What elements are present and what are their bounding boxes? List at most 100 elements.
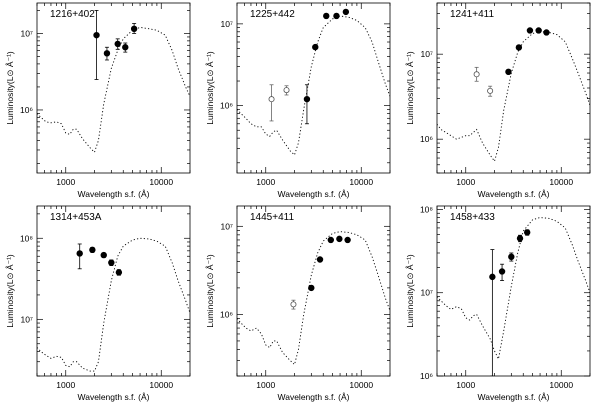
x-tick-label: 1000 [456, 380, 475, 390]
plot-frame [436, 2, 591, 174]
y-tick-label: 10⁶ [220, 309, 233, 319]
data-point-filled [303, 95, 311, 103]
data-point-open [290, 301, 297, 308]
chart-panel-1: 1000 10000 10⁶ 10⁷ Wavelength s.f. (Å) Lumino… [5, 2, 191, 199]
y-tick-label: 10⁸ [20, 233, 33, 243]
x-tick-label: 1000 [256, 177, 275, 187]
y-axis-label: Luminosity(L⊙ Å⁻¹) [205, 254, 215, 328]
model-sed-curve [37, 237, 190, 372]
chart-panel-6: 1000 10000 10⁶ 10⁷ 10⁸ Wavelength s.f. (Å) Lum… [405, 204, 591, 402]
data-point-filled [130, 25, 138, 33]
chart-panel-4: 1000 10000 10⁷ 10⁸ Wavelength s.f. (Å) Lumino… [5, 205, 191, 402]
data-point-filled [515, 44, 523, 51]
data-point-open [487, 87, 494, 94]
panel-title: 1458+433 [450, 212, 495, 223]
y-tick-label: 10⁷ [20, 314, 33, 324]
y-tick-label: 10⁶ [20, 105, 33, 115]
y-tick-label: 10⁸ [420, 204, 433, 214]
x-tick-label: 1000 [256, 380, 275, 390]
plot-area [437, 217, 590, 376]
x-tick-label: 10000 [549, 177, 573, 187]
panel-title: 1216+402 [50, 9, 95, 20]
panel-title: 1445+411 [250, 212, 294, 223]
plot-frame [236, 205, 391, 377]
model-sed-curve [37, 26, 190, 154]
x-tick-label: 10000 [349, 380, 373, 390]
plot-area [237, 231, 390, 366]
chart-panel-5: 1000 10000 10⁶ 10⁷ Wavelength s.f. (Å) Lumino… [205, 205, 391, 402]
data-point-filled [76, 250, 83, 257]
x-tick-label: 10000 [149, 177, 173, 187]
data-point-filled [524, 229, 531, 236]
model-sed-curve [237, 15, 390, 156]
data-point-filled [344, 236, 351, 244]
data-point-filled [122, 44, 129, 51]
data-point-filled [526, 27, 534, 34]
data-point-filled [323, 12, 330, 20]
data-point-filled [333, 12, 340, 20]
x-axis-label: Wavelength s.f. (Å) [478, 392, 550, 402]
y-tick-label: 10⁷ [420, 288, 433, 298]
data-point-filled [103, 50, 111, 57]
y-tick-label: 10⁷ [220, 221, 233, 231]
x-tick-label: 1000 [56, 380, 75, 390]
y-tick-label: 10⁷ [420, 49, 433, 59]
data-point-filled [93, 31, 100, 39]
model-sed-curve [437, 217, 590, 361]
plot-frame [236, 2, 391, 174]
y-axis-label: Luminosity(L⊙ Å⁻¹) [5, 51, 15, 125]
data-point-filled [342, 8, 350, 16]
plot-area [37, 10, 190, 154]
x-axis-label: Wavelength s.f. (Å) [278, 189, 350, 199]
data-point-filled [308, 284, 315, 292]
data-point-filled [108, 259, 115, 266]
data-point-filled [336, 235, 343, 243]
x-tick-label: 10000 [149, 380, 173, 390]
panel-title: 1225+442 [250, 9, 295, 20]
plot-area [437, 27, 590, 163]
data-point-filled [312, 43, 319, 51]
plot-frame [436, 205, 591, 377]
chart-panel-2: 1000 10000 10⁶ 10⁷ Wavelength s.f. (Å) Lumino… [205, 2, 391, 199]
y-axis-label: Luminosity(L⊙ Å⁻¹) [5, 254, 15, 328]
data-point-filled [498, 268, 506, 275]
y-tick-label: 10⁶ [220, 101, 233, 111]
x-tick-label: 10000 [349, 177, 373, 187]
chart-panel-3: 1000 10000 10⁶ 10⁷ Wavelength s.f. (Å) Lumino… [405, 2, 591, 199]
data-point-open [283, 87, 290, 94]
panel-title: 1241+411 [450, 9, 494, 20]
data-point-filled [316, 256, 324, 263]
data-point-filled [516, 235, 524, 242]
x-axis-label: Wavelength s.f. (Å) [478, 189, 550, 199]
y-axis-label: Luminosity(L⊙ Å⁻¹) [405, 51, 415, 125]
x-axis-label: Wavelength s.f. (Å) [78, 189, 150, 199]
plot-area [237, 8, 390, 156]
data-point-filled [327, 236, 335, 244]
data-point-filled [89, 246, 96, 254]
x-axis-label: Wavelength s.f. (Å) [278, 392, 350, 402]
data-point-open [473, 71, 480, 78]
data-point-filled [100, 251, 107, 259]
y-tick-label: 10⁶ [420, 134, 433, 144]
model-sed-curve [237, 231, 390, 366]
x-tick-label: 1000 [56, 177, 75, 187]
x-tick-label: 10000 [549, 380, 573, 390]
plot-frame [36, 205, 191, 377]
x-axis-label: Wavelength s.f. (Å) [78, 392, 150, 402]
y-axis-label: Luminosity(L⊙ Å⁻¹) [405, 254, 415, 328]
plot-frame [36, 2, 191, 174]
data-point-filled [508, 253, 515, 261]
data-point-filled [114, 40, 121, 48]
model-sed-curve [437, 31, 590, 163]
x-tick-label: 1000 [456, 177, 475, 187]
plot-area [37, 237, 190, 372]
data-point-open [268, 96, 275, 103]
data-point-filled [535, 27, 542, 34]
data-point-filled [543, 29, 550, 36]
y-tick-label: 10⁷ [20, 28, 33, 38]
panel-title: 1314+453A [50, 212, 102, 223]
data-point-filled [489, 273, 496, 281]
y-tick-label: 10⁶ [420, 371, 433, 381]
data-point-filled [505, 68, 512, 76]
